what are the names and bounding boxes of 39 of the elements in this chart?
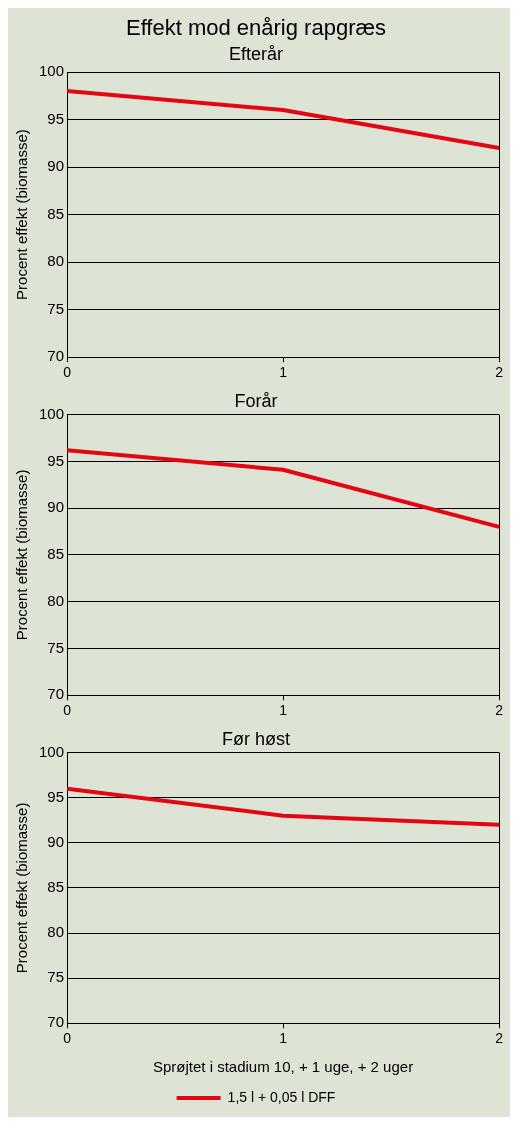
y-tick-label: 70	[47, 685, 65, 703]
y-tick-label: 80	[47, 591, 65, 609]
x-tick-label: 0	[63, 702, 72, 719]
y-axis-title: Procent effekt (biomasse)	[13, 802, 31, 974]
x-tick-label: 2	[495, 702, 504, 719]
chart-title: Før høst	[222, 728, 290, 749]
y-tick-label: 80	[47, 923, 65, 941]
y-tick-label: 85	[47, 878, 65, 896]
y-axis-title: Procent effekt (biomasse)	[13, 469, 31, 641]
y-tick-label: 70	[47, 347, 65, 365]
x-tick-label: 1	[279, 364, 288, 381]
chart-title: Effekt mod enårig rapgræs	[125, 15, 387, 41]
x-tick-label: 1	[279, 702, 288, 719]
x-axis-title: Sprøjtet i stadium 10, + 1 uge, + 2 uger	[152, 1058, 414, 1076]
y-tick-label: 100	[39, 742, 65, 760]
chart-subtitle: Efterår	[228, 44, 284, 65]
x-tick-label: 1	[279, 1030, 288, 1047]
x-tick-label: 0	[63, 364, 72, 381]
x-tick-label: 2	[495, 364, 504, 381]
chart-title: Forår	[234, 390, 278, 411]
y-tick-label: 90	[47, 832, 65, 850]
y-tick-label: 95	[47, 451, 65, 469]
y-tick-label: 70	[47, 1013, 65, 1031]
y-tick-label: 100	[39, 404, 65, 422]
y-tick-label: 95	[47, 787, 65, 805]
y-axis-title: Procent effekt (biomasse)	[13, 129, 31, 300]
y-tick-label: 80	[47, 252, 65, 270]
y-tick-label: 75	[47, 638, 65, 656]
y-tick-label: 100	[39, 62, 65, 80]
y-tick-label: 75	[47, 968, 65, 986]
y-tick-label: 95	[47, 109, 65, 127]
y-tick-label: 90	[47, 157, 65, 175]
y-tick-label: 90	[47, 498, 65, 516]
y-tick-label: 75	[47, 299, 65, 317]
x-tick-label: 2	[495, 1030, 504, 1047]
y-tick-label: 85	[47, 204, 65, 222]
x-tick-label: 0	[63, 1030, 72, 1047]
y-tick-label: 85	[47, 545, 65, 563]
legend-label: 1,5 l + 0,05 l DFF	[227, 1088, 336, 1105]
